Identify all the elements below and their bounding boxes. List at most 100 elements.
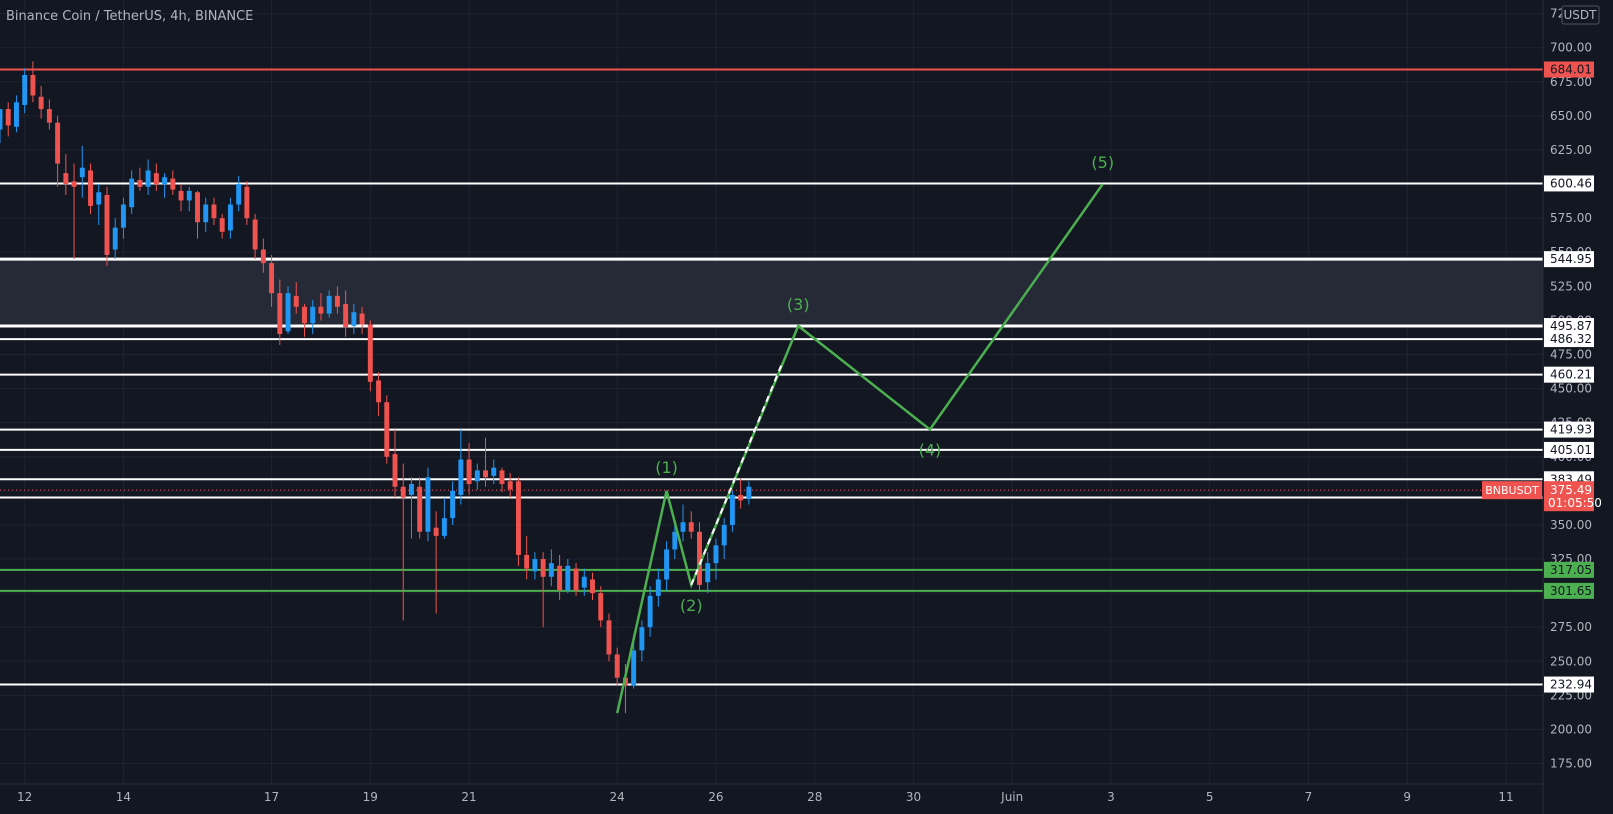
y-tick-label: 275.00 <box>1550 620 1592 634</box>
symbol-text: BNBUSDT <box>1485 484 1539 497</box>
candle-body <box>524 554 530 569</box>
level-label: 317.05 <box>1544 561 1594 578</box>
candle-body <box>746 486 752 500</box>
candle-body <box>5 109 11 126</box>
candle-body <box>614 654 620 678</box>
candle-body <box>655 579 661 596</box>
countdown-text: 01:05:50 <box>1548 496 1602 510</box>
y-tick-label: 175.00 <box>1550 757 1592 771</box>
candle-body <box>664 549 670 580</box>
candle-body <box>425 477 431 532</box>
level-label-text: 544.95 <box>1550 252 1592 266</box>
price-axis[interactable]: 175.00200.00225.00250.00275.00300.00325.… <box>1550 7 1592 771</box>
level-label-text: 600.46 <box>1550 176 1592 190</box>
candle-body <box>507 481 513 490</box>
x-tick-label: 26 <box>708 790 723 804</box>
candle-body <box>738 494 744 501</box>
currency-label: USDT <box>1564 8 1598 22</box>
candle-body <box>713 545 719 564</box>
x-tick-label: 12 <box>17 790 32 804</box>
current-price-text: 375.49 <box>1550 483 1592 497</box>
candle-body <box>729 494 735 525</box>
candle-body <box>145 170 151 187</box>
level-label-bg <box>1544 331 1594 348</box>
candle-body <box>0 109 3 130</box>
wave-label: (4) <box>919 440 942 459</box>
level-label-bg <box>1544 561 1594 578</box>
currency-badge[interactable]: USDT <box>1561 5 1600 25</box>
candle-body <box>46 109 52 123</box>
candle-body <box>606 620 612 655</box>
candle-body <box>590 579 595 594</box>
candle-body <box>153 173 159 185</box>
candle-body <box>672 531 678 550</box>
candle-body <box>367 324 373 382</box>
candle-body <box>120 204 126 228</box>
candle-body <box>721 524 727 546</box>
y-tick-label: 200.00 <box>1550 722 1592 736</box>
wave-label: (1) <box>655 458 678 477</box>
x-tick-label: Juin <box>1000 790 1023 804</box>
candle-body <box>195 192 200 223</box>
level-label-text: 486.32 <box>1550 332 1592 346</box>
level-label-text: 419.93 <box>1550 423 1592 437</box>
candle-body <box>565 565 571 591</box>
level-label: 684.01 <box>1544 61 1594 78</box>
level-label-text: 495.87 <box>1550 319 1592 333</box>
projection-dashed-line <box>690 363 783 586</box>
candle-body <box>203 204 209 223</box>
candle-body <box>647 595 653 628</box>
candle-body <box>400 486 406 498</box>
candle-body <box>211 204 217 219</box>
y-tick-label: 450.00 <box>1550 382 1592 396</box>
candle-body <box>252 219 258 250</box>
candle-body <box>260 249 266 264</box>
resistance-zone <box>0 259 1543 327</box>
x-tick-label: 7 <box>1305 790 1313 804</box>
level-label: 232.94 <box>1544 676 1594 693</box>
x-tick-label: 30 <box>906 790 921 804</box>
symbol-badge-bg <box>1482 481 1542 500</box>
level-label: 419.93 <box>1544 421 1594 438</box>
candle-body <box>474 470 480 482</box>
candle-body <box>343 304 349 328</box>
candle-body <box>408 484 414 495</box>
candle-body <box>30 74 36 96</box>
candle-body <box>285 293 291 332</box>
level-label: 405.01 <box>1544 441 1594 458</box>
time-axis[interactable]: 12 14 17 19 21 24 26 28 30 Juin 3 5 7 9 11 <box>17 790 1514 804</box>
candle-body <box>557 565 563 591</box>
level-label: 600.46 <box>1544 175 1594 192</box>
candle-body <box>417 486 423 532</box>
candle-body <box>162 177 168 185</box>
y-tick-label: 675.00 <box>1550 75 1592 89</box>
x-tick-label: 24 <box>610 790 625 804</box>
candle-body <box>441 518 447 536</box>
x-tick-label: 9 <box>1403 790 1411 804</box>
x-tick-label: 5 <box>1206 790 1214 804</box>
y-tick-label: 700.00 <box>1550 41 1592 55</box>
candle-body <box>219 218 225 232</box>
level-label-text: 684.01 <box>1550 63 1592 77</box>
candle-body <box>515 481 521 555</box>
candle-body <box>548 563 554 577</box>
candle-body <box>55 122 61 164</box>
candle-body <box>88 170 93 206</box>
level-label-text: 460.21 <box>1550 368 1592 382</box>
candle-body <box>277 293 283 335</box>
wave-label: (3) <box>787 295 810 314</box>
candle-body <box>326 295 332 314</box>
candle-body <box>680 522 686 532</box>
candle-body <box>573 568 579 591</box>
candle-body <box>392 454 398 487</box>
current-price-bg <box>1544 481 1594 512</box>
y-tick-label: 650.00 <box>1550 109 1592 123</box>
wave-path <box>615 183 1104 714</box>
candle-body <box>376 380 382 403</box>
level-label-text: 232.94 <box>1550 678 1592 692</box>
candle-body <box>318 306 324 314</box>
